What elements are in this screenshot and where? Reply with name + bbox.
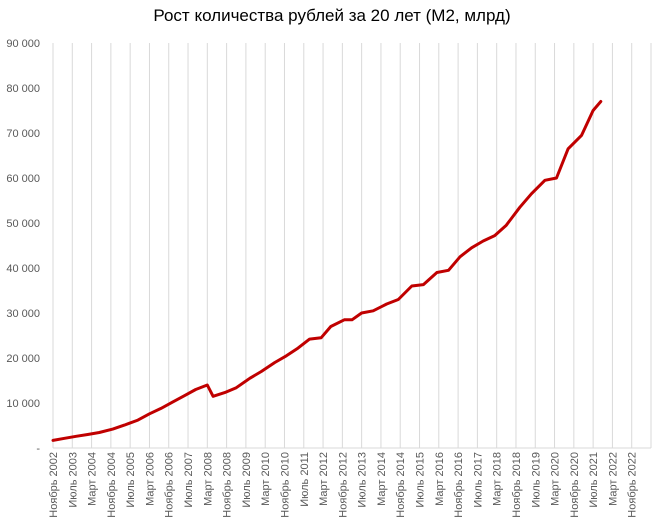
x-tick-label: Ноябрь 2022 [627,452,639,518]
data-point [52,439,54,442]
x-tick-label: Июль 2009 [241,452,253,508]
chart-title: Рост количества рублей за 20 лет (М2, мл… [153,6,511,25]
y-tick-label: 50 000 [6,218,40,230]
x-tick-label: Март 2018 [492,452,504,506]
data-point [63,437,66,440]
x-tick-label: Ноябрь 2002 [48,452,60,518]
data-point [171,401,174,404]
data-point [360,312,363,314]
y-tick-label: 30 000 [6,308,40,320]
x-tick-label: Июль 2003 [67,452,79,508]
y-tick-label: 80 000 [6,83,40,95]
data-point [329,325,332,328]
data-point [223,391,226,394]
data-point [183,394,186,397]
data-point [206,384,209,386]
x-tick-label: Ноябрь 2020 [569,452,581,518]
y-tick-label: 20 000 [6,353,40,365]
data-point [75,435,78,438]
data-point [98,431,101,434]
data-point [493,234,496,237]
data-point [470,246,473,249]
x-tick-label: Март 2022 [607,452,619,506]
x-tick-label: Ноябрь 2012 [337,452,349,518]
data-point [260,370,263,373]
x-tick-label: Март 2008 [202,452,214,506]
data-point [422,283,425,286]
x-tick-label: Июль 2011 [299,452,311,507]
x-tick-label: Июль 2015 [415,452,427,508]
data-point [555,177,558,179]
data-point [435,271,438,274]
data-point [530,192,533,195]
data-point [194,388,197,391]
x-tick-label: Март 2004 [87,452,99,506]
data-point [599,100,602,103]
data-point [111,428,114,431]
data-point [580,134,583,137]
data-point [235,386,238,389]
data-point [385,303,388,305]
x-tick-label: Июль 2021 [588,452,600,508]
data-point [410,285,413,287]
data-point [297,347,299,350]
x-tick-label: Июль 2013 [357,452,369,508]
grid [52,43,652,449]
x-tick-label: Март 2010 [260,452,272,506]
data-point [160,407,162,410]
x-tick-label: Июль 2005 [125,452,137,508]
data-point [285,354,288,357]
data-point [518,206,521,209]
y-axis-ticks: - 10 000 20 000 30 000 40 000 50 000 60 000 70 … [6,38,40,455]
series [51,100,603,442]
x-axis-ticks: Ноябрь 2002 Июль 2003 Март 2004 Ноябрь 2004… [48,452,639,518]
y-tick-label: 90 000 [6,38,40,50]
data-point [567,147,570,150]
x-tick-label: Ноябрь 2014 [395,452,407,518]
data-point [505,224,508,227]
data-point [273,361,276,364]
x-tick-label: Март 2014 [376,452,388,506]
data-point [592,109,595,112]
data-point [148,412,151,415]
x-tick-label: Июль 2019 [530,452,542,508]
data-point [372,309,375,312]
data-point [308,338,311,341]
x-tick-label: Ноябрь 2004 [106,452,118,518]
y-tick-label: 10 000 [6,398,40,410]
y-tick-label: 40 000 [6,263,40,275]
y-tick-label: - [36,443,40,455]
data-point [212,395,215,398]
x-tick-label: Март 2020 [550,452,562,506]
y-tick-label: 60 000 [6,173,40,185]
data-point [482,240,485,242]
x-tick-label: Ноябрь 2018 [511,452,523,518]
x-tick-label: Март 2012 [318,452,330,506]
x-tick-label: Июль 2017 [472,452,484,508]
data-point [343,318,346,321]
x-tick-label: Март 2016 [434,452,446,506]
data-point [543,179,546,182]
x-tick-label: Ноябрь 2016 [453,452,465,518]
data-point [459,255,461,258]
y-tick-label: 70 000 [6,128,40,140]
data-point [86,433,89,436]
data-point [123,424,126,427]
data-point [320,336,323,339]
x-tick-label: Ноябрь 2006 [164,452,176,518]
data-point [397,298,400,301]
data-point [447,269,450,272]
x-tick-label: Ноябрь 2008 [222,452,234,518]
data-point [351,318,353,321]
data-point [136,419,139,422]
x-tick-label: Июль 2007 [183,452,195,508]
x-tick-label: Март 2006 [144,452,156,506]
series-line [51,100,603,442]
x-tick-label: Ноябрь 2010 [279,452,291,518]
data-point [248,377,251,380]
